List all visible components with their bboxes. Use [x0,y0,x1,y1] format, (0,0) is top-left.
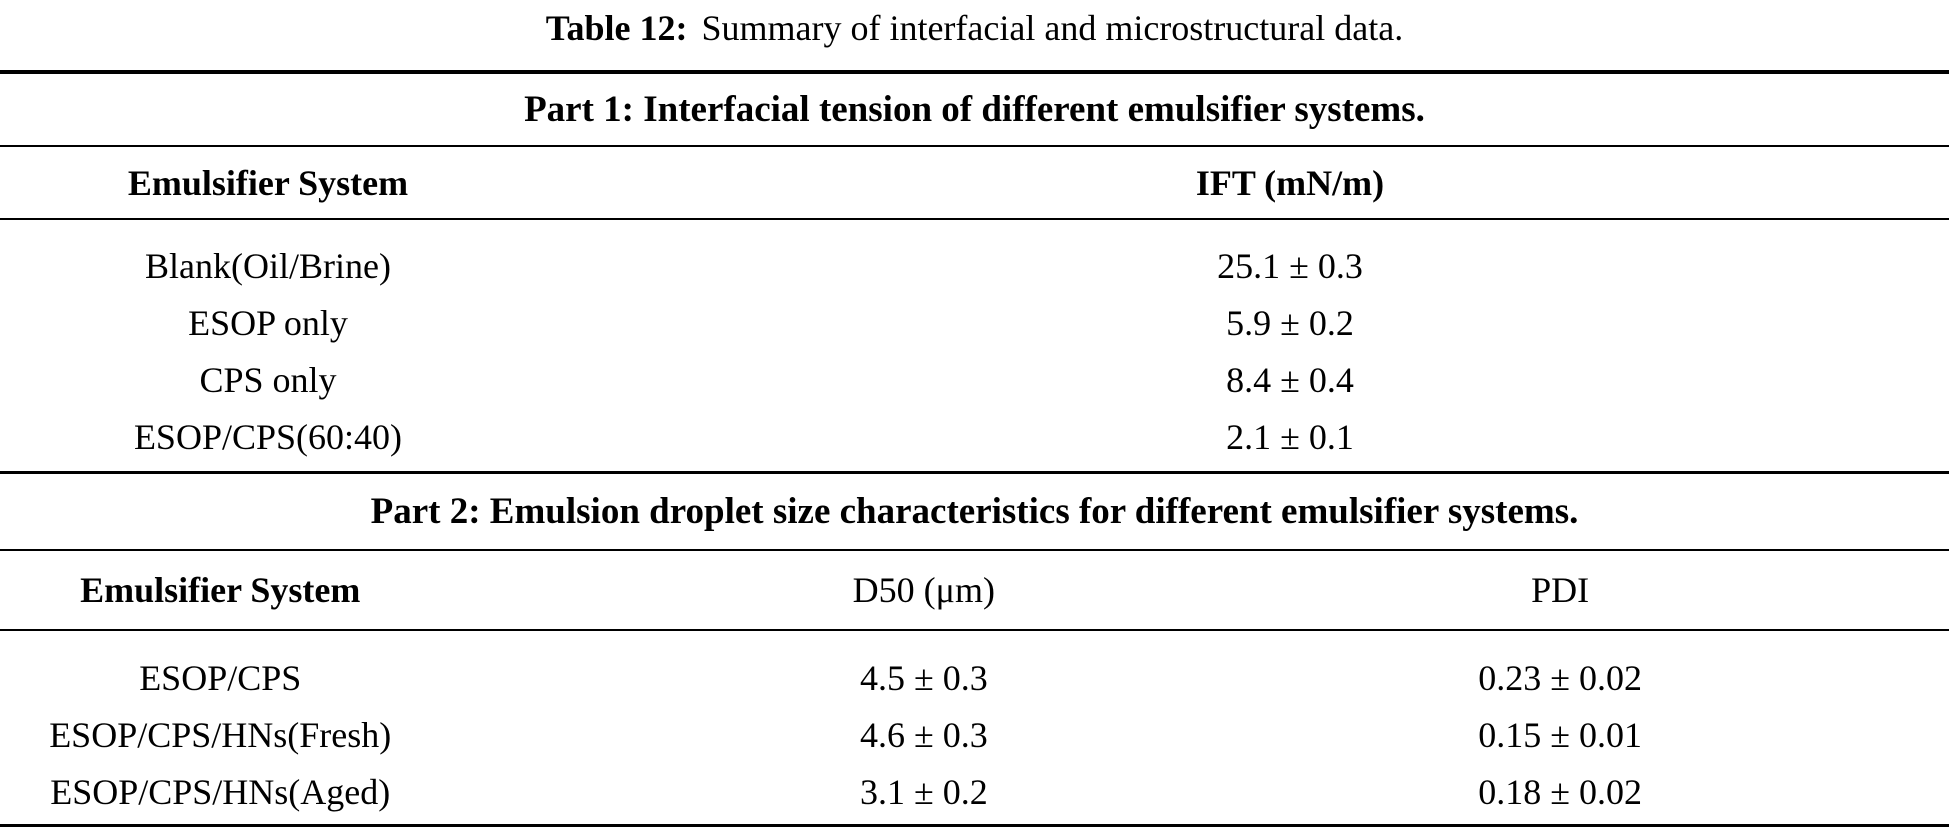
part2-row1-d50: 4.5 ± 0.3 [859,657,988,698]
table-row: Blank(Oil/Brine) 25.1 ± 0.3 [0,237,1949,294]
part2-row2-system: ESOP/CPS/HNs(Fresh) [49,714,392,755]
part1-row2-system: ESOP only [188,302,348,343]
part1-row2-ift: 5.9 ± 0.2 [1226,302,1354,343]
part1-title: Part 1: Interfacial tension of different… [524,89,1425,130]
table-row: CPS only 8.4 ± 0.4 [0,351,1949,408]
part-divider-rule [0,471,1949,474]
part2-header-pdi: PDI [1531,570,1590,610]
part2-header-rule [0,629,1949,631]
part1-body: Blank(Oil/Brine) 25.1 ± 0.3 ESOP only 5.… [0,220,1949,471]
part1-header-rule [0,218,1949,220]
table-caption-label: Table 12: [545,8,688,48]
table-row: ESOP only 5.9 ± 0.2 [0,294,1949,351]
part1-row3-ift: 8.4 ± 0.4 [1226,359,1354,400]
part2-header-d50: D50 (μm) [852,570,995,610]
part1-header-ift: IFT (mN/m) [1195,162,1385,203]
part1-row1-ift: 25.1 ± 0.3 [1217,245,1363,286]
part2-header-emulsifier-system: Emulsifier System [80,570,361,610]
part2-header-row: Emulsifier System D50 (μm) PDI [0,551,1949,629]
table-caption: Table 12: Summary of interfacial and mic… [0,0,1949,56]
part1-title-rule [0,145,1949,147]
part1-header-emulsifier-system: Emulsifier System [127,162,409,203]
part1-row4-ift: 2.1 ± 0.1 [1226,416,1354,457]
part2-row3-d50: 3.1 ± 0.2 [859,771,988,812]
part2-row3-system: ESOP/CPS/HNs(Aged) [50,771,391,812]
table-bottom-rule [0,824,1949,827]
part2-row3-pdi: 0.18 ± 0.02 [1478,771,1642,812]
table-row: ESOP/CPS/HNs(Fresh) 4.6 ± 0.3 0.15 ± 0.0… [0,706,1949,763]
part2-row1-pdi: 0.23 ± 0.02 [1478,657,1642,698]
table-row: ESOP/CPS/HNs(Aged) 3.1 ± 0.2 0.18 ± 0.02 [0,763,1949,820]
part1-row3-system: CPS only [199,359,337,400]
part2-title-rule [0,549,1949,551]
table-caption-text: Summary of interfacial and microstructur… [701,8,1404,48]
table-row: ESOP/CPS(60:40) 2.1 ± 0.1 [0,408,1949,465]
part2-row2-pdi: 0.15 ± 0.01 [1478,714,1642,755]
part1-row1-system: Blank(Oil/Brine) [145,245,391,286]
part1-header-row: Emulsifier System IFT (mN/m) [0,147,1949,218]
part1-row4-system: ESOP/CPS(60:40) [133,416,403,457]
part2-title: Part 2: Emulsion droplet size characteri… [370,491,1579,532]
part2-row1-system: ESOP/CPS [139,657,302,698]
part2-row2-d50: 4.6 ± 0.3 [859,714,988,755]
table-row: ESOP/CPS 4.5 ± 0.3 0.23 ± 0.02 [0,649,1949,706]
part2-body: ESOP/CPS 4.5 ± 0.3 0.23 ± 0.02 ESOP/CPS/… [0,631,1949,824]
table-top-rule [0,70,1949,74]
